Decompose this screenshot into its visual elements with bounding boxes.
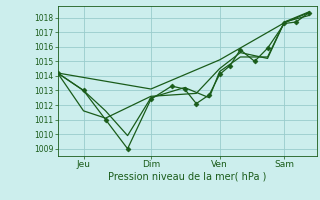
X-axis label: Pression niveau de la mer( hPa ): Pression niveau de la mer( hPa ) bbox=[108, 172, 266, 182]
